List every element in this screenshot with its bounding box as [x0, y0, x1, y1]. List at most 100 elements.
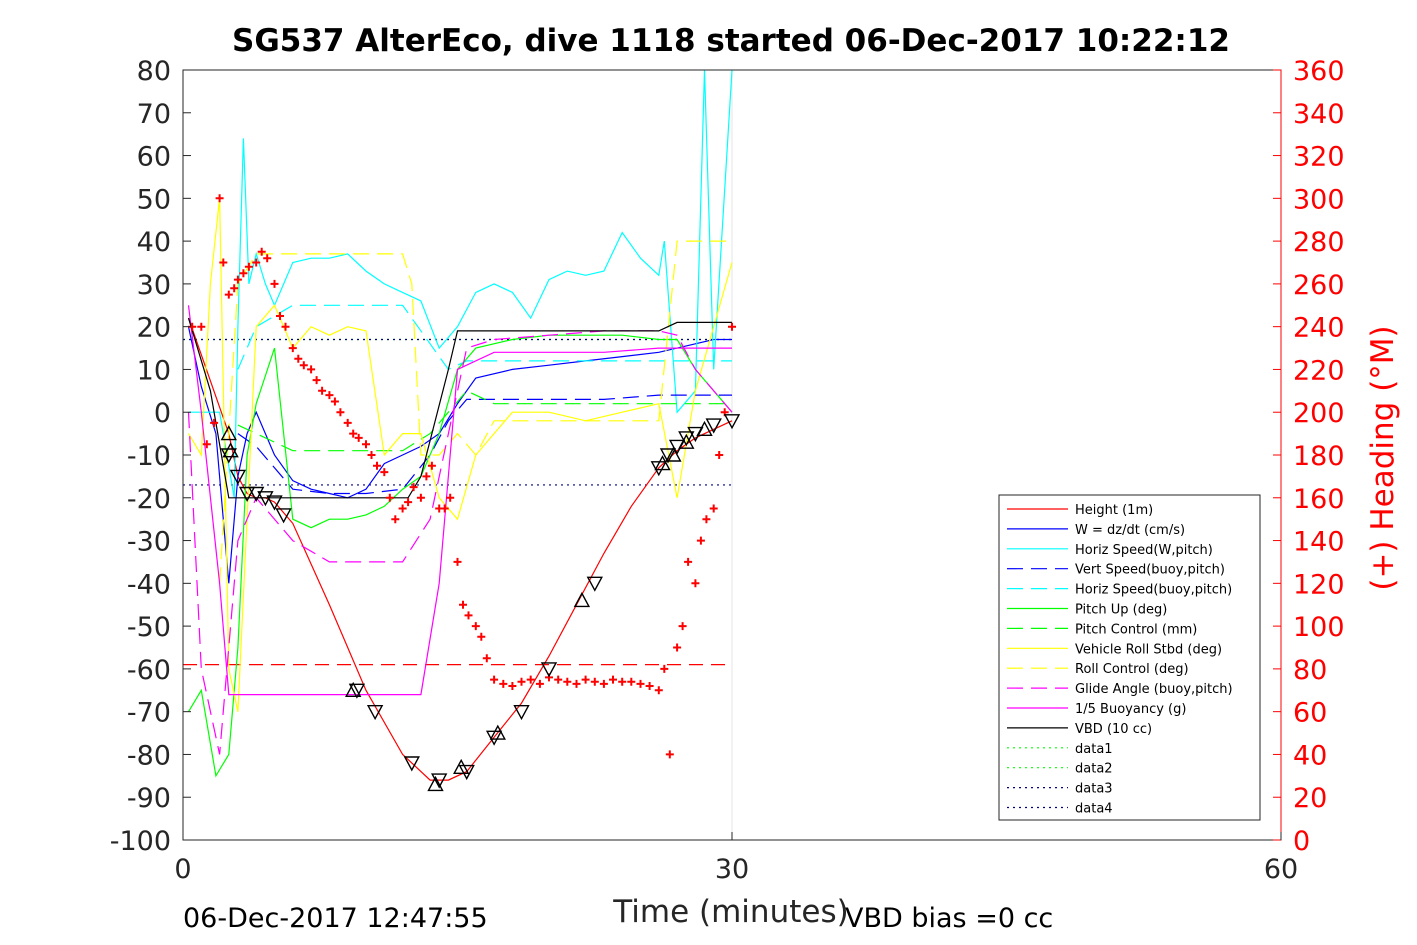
- marker-down-triangle: [238, 486, 256, 502]
- heading-point: [499, 679, 508, 688]
- marker-down-triangle: [540, 662, 558, 678]
- legend-label: Glide Angle (buoy,pitch): [1075, 682, 1233, 697]
- legend-label: Height (1m): [1075, 503, 1153, 518]
- heading-point: [398, 504, 407, 513]
- legend: Height (1m) W = dz/dt (cm/s) Horiz Speed(W…: [998, 494, 1261, 821]
- legend-label: Vehicle Roll Stbd (deg): [1075, 642, 1222, 657]
- right-tick-label: 340: [1293, 99, 1345, 130]
- heading-point: [691, 579, 700, 588]
- legend-label: Horiz Speed(W,pitch): [1075, 543, 1213, 558]
- heading-point: [312, 376, 321, 385]
- right-tick-label: 120: [1293, 569, 1345, 600]
- right-tick-label: 280: [1293, 227, 1345, 258]
- legend-label: Pitch Up (deg): [1075, 603, 1167, 618]
- footer-vbd-bias: VBD bias =0 cc: [845, 903, 1053, 934]
- left-tick-label: 30: [137, 270, 171, 301]
- right-tick-label: 40: [1293, 740, 1327, 771]
- heading-point: [526, 675, 535, 684]
- right-tick-label: 220: [1293, 355, 1345, 386]
- heading-point: [244, 262, 253, 271]
- series-line-3: [237, 394, 732, 495]
- heading-point: [197, 322, 206, 331]
- heading-point: [330, 397, 339, 406]
- heading-point: [427, 461, 436, 470]
- heading-point: [482, 654, 491, 663]
- left-tick-label: -70: [127, 698, 171, 729]
- legend-label: Pitch Control (mm): [1075, 622, 1197, 637]
- legend-label: Horiz Speed(buoy,pitch): [1075, 583, 1232, 598]
- right-axis: 3603403203002802602402202001801601401201…: [1273, 56, 1345, 857]
- legend-label: 1/5 Buoyancy (g): [1075, 702, 1186, 717]
- right-axis-label: (+) Heading (°M): [1365, 325, 1401, 590]
- x-axis: 0 30 60: [174, 832, 1298, 885]
- chart-title: SG537 AlterEco, dive 1118 started 06-Dec…: [232, 23, 1230, 59]
- heading-point: [572, 679, 581, 688]
- heading-point: [373, 461, 381, 470]
- heading-point: [422, 472, 431, 481]
- heading-point: [453, 557, 462, 566]
- heading-markers: [188, 194, 736, 759]
- left-tick-label: 40: [137, 227, 171, 258]
- left-tick-label: -30: [127, 527, 171, 558]
- series-line-6: [237, 390, 732, 452]
- left-tick-label: 50: [137, 184, 171, 215]
- heading-point: [299, 361, 308, 370]
- heading-point: [508, 682, 517, 690]
- left-tick-label: 0: [154, 398, 171, 429]
- heading-point: [702, 515, 711, 524]
- series-line-9: [187, 330, 733, 755]
- heading-point: [257, 247, 266, 256]
- heading-point: [464, 611, 473, 620]
- heading-point: [343, 418, 352, 427]
- series-lines: [187, 69, 733, 781]
- marker-up-triangle: [573, 591, 591, 608]
- heading-point: [459, 600, 467, 609]
- heading-point: [362, 440, 370, 449]
- heading-point: [446, 493, 455, 502]
- left-tick-label: -20: [127, 484, 171, 515]
- heading-point: [385, 493, 394, 502]
- heading-point: [673, 643, 682, 652]
- right-tick-label: 100: [1293, 612, 1345, 643]
- heading-point: [354, 433, 363, 442]
- right-tick-label: 80: [1293, 655, 1327, 686]
- right-tick-label: 260: [1293, 270, 1345, 301]
- legend-label: data4: [1075, 802, 1113, 817]
- x-tick-label: 60: [1264, 854, 1298, 885]
- heading-point: [281, 322, 290, 331]
- heading-point: [318, 386, 327, 395]
- heading-point: [288, 344, 297, 353]
- x-tick-label: 30: [715, 854, 749, 885]
- series-line-4: [237, 304, 732, 371]
- marker-down-triangle: [659, 448, 677, 464]
- series-line-1: [187, 326, 732, 584]
- heading-point: [609, 675, 617, 684]
- marker-down-triangle: [229, 469, 247, 485]
- heading-point: [252, 258, 261, 267]
- left-tick-label: -60: [127, 655, 171, 686]
- heading-point: [276, 312, 284, 320]
- left-tick-label: 80: [137, 56, 171, 87]
- heading-point: [490, 675, 499, 684]
- marker-up-triangle: [427, 775, 444, 792]
- heading-point: [599, 679, 608, 688]
- marker-up-triangle: [222, 442, 239, 458]
- heading-point: [404, 498, 413, 507]
- marker-down-triangle: [723, 414, 741, 430]
- left-tick-label: -90: [127, 783, 171, 814]
- marker-down-triangle: [403, 756, 420, 772]
- marker-down-triangle: [705, 418, 722, 434]
- series-line-5: [187, 334, 733, 778]
- right-tick-label: 200: [1293, 398, 1345, 429]
- heading-point: [636, 679, 645, 688]
- right-tick-label: 360: [1293, 56, 1345, 87]
- heading-point: [563, 677, 572, 686]
- heading-point: [224, 290, 233, 299]
- right-tick-label: 240: [1293, 313, 1345, 344]
- footer-timestamp: 06-Dec-2017 12:47:55: [183, 903, 488, 934]
- heading-point: [210, 418, 219, 427]
- marker-up-triangle: [453, 758, 470, 774]
- heading-point: [380, 468, 389, 477]
- series-line-10: [187, 305, 732, 696]
